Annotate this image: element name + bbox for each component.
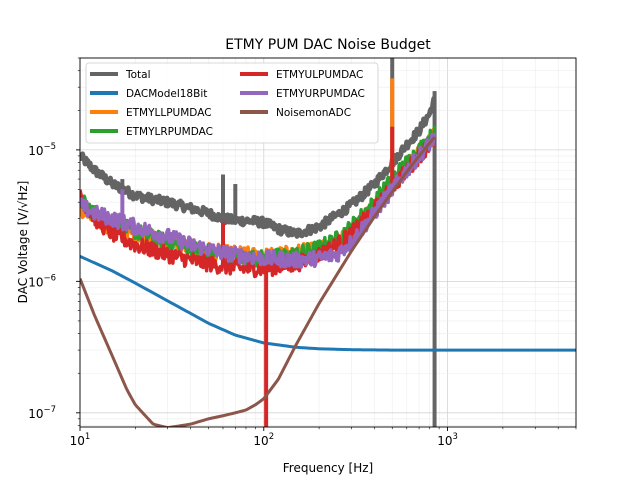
legend: Total DACModel18Bit ETMYLLPUMDAC ETMYLRPUMD… [85,62,379,144]
series-line-etmyurpumdac [80,132,437,269]
x-axis-label: Frequency [Hz] [283,461,374,475]
chart-title: ETMY PUM DAC Noise Budget [225,37,431,53]
legend-label: ETMYLRPUMDAC [126,126,213,138]
axis-ticks: 101 102 103 10−7 10−6 10−5 [28,57,577,448]
series-line-dacmodel18bit [80,254,576,352]
x-tick-label: 101 [70,432,91,448]
y-tick-label: 10−7 [28,405,56,421]
x-tick-label: 102 [253,432,274,448]
legend-label: DACModel18Bit [126,88,207,100]
y-tick-label: 10−6 [28,273,56,289]
series-line-noisemonadc [80,136,436,427]
plot-frame [79,57,577,428]
series-line-total [80,96,437,239]
legend-box [85,62,379,144]
legend-label: Total [125,69,151,81]
series-layer [80,58,576,427]
x-tick-label: 103 [437,432,458,448]
legend-label: ETMYULPUMDAC [276,69,363,81]
y-tick-label: 10−5 [28,142,56,158]
y-axis-label: DAC Voltage [V/√Hz] [16,181,30,304]
legend-label: NoisemonADC [276,107,351,119]
series-line-etmyulpumdac [80,132,437,279]
legend-label: ETMYLLPUMDAC [126,107,212,119]
legend-label: ETMYURPUMDAC [276,88,365,100]
